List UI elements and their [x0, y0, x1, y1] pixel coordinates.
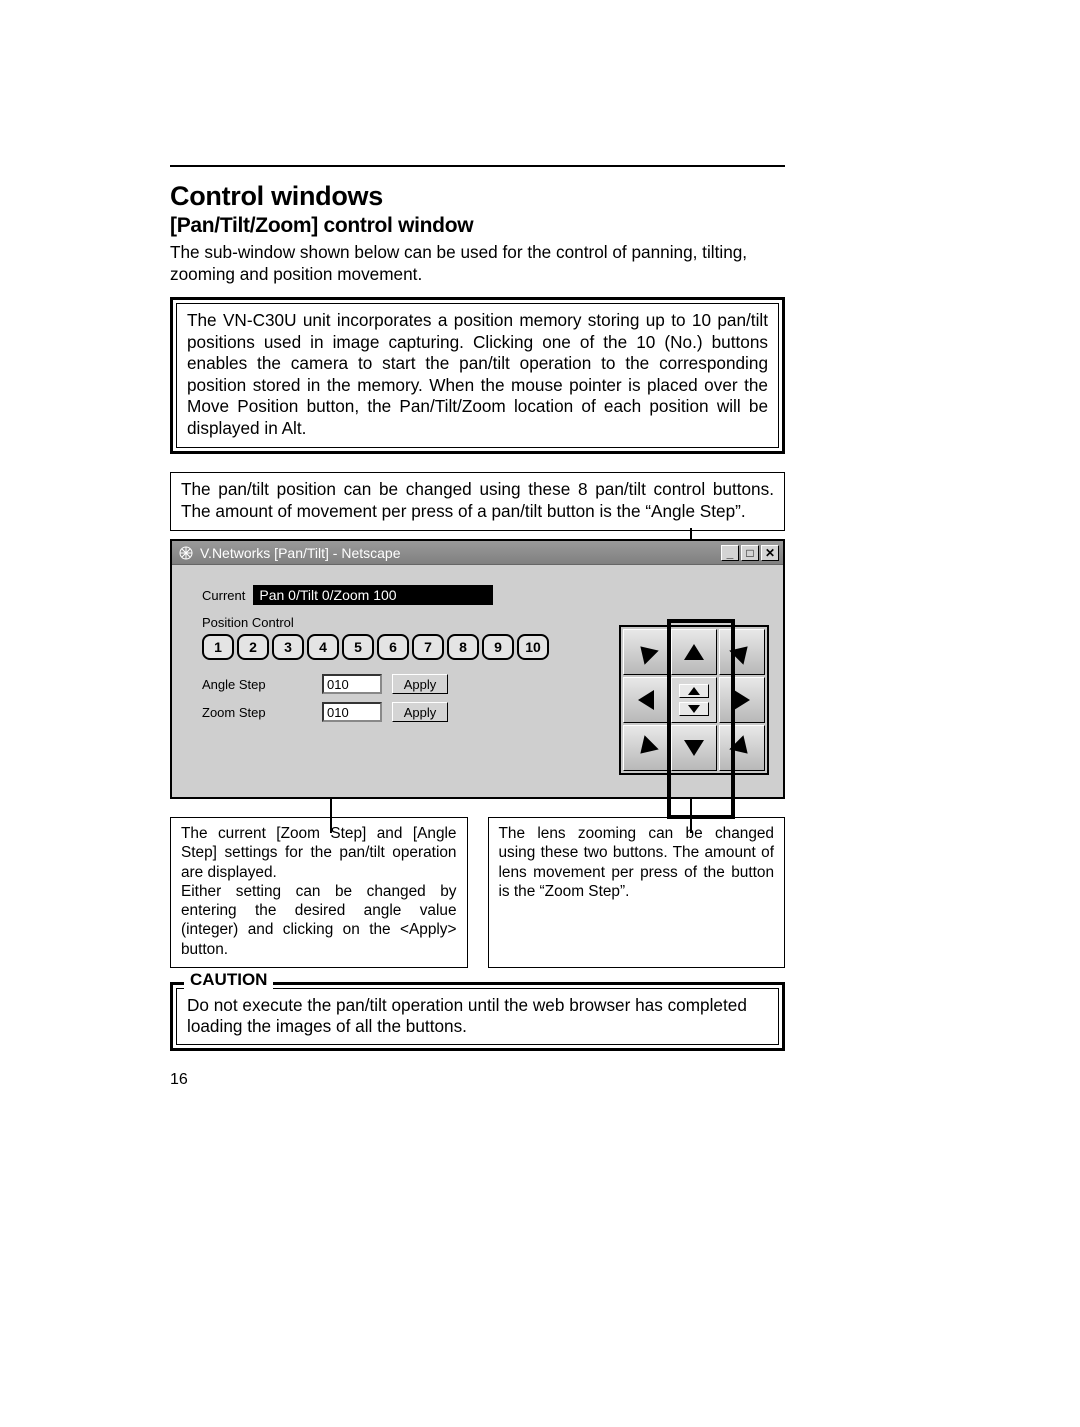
callout-zoom-buttons: The lens zooming can be changed using th… [488, 817, 786, 968]
heading-control-windows: Control windows [170, 181, 785, 212]
callout-step-text: The current [Zoom Step] and [Angle Step]… [181, 824, 457, 959]
zoom-out-button[interactable] [679, 702, 709, 716]
angle-step-apply-button[interactable]: Apply [392, 674, 448, 694]
page-number: 16 [170, 1071, 188, 1089]
memory-info-box: The VN-C30U unit incorporates a position… [170, 297, 785, 454]
preset-button-3[interactable]: 3 [272, 634, 304, 660]
preset-button-9[interactable]: 9 [482, 634, 514, 660]
caution-label: CAUTION [184, 970, 273, 990]
callout-zoom-text: The lens zooming can be changed using th… [499, 824, 775, 901]
pan-up-left-button[interactable] [623, 629, 669, 675]
callout-pantilt-text: The pan/tilt position can be changed usi… [181, 479, 774, 522]
preset-button-2[interactable]: 2 [237, 634, 269, 660]
preset-button-8[interactable]: 8 [447, 634, 479, 660]
pan-down-right-button[interactable] [719, 725, 765, 771]
window-maximize-button[interactable]: □ [741, 545, 759, 561]
window-title: V.Networks [Pan/Tilt] - Netscape [200, 545, 400, 561]
zoom-step-label: Zoom Step [202, 705, 312, 720]
intro-paragraph: The sub-window shown below can be used f… [170, 242, 785, 285]
pan-up-button[interactable] [671, 629, 717, 675]
window-titlebar[interactable]: V.Networks [Pan/Tilt] - Netscape _ □ ✕ [172, 541, 783, 565]
zoom-in-button[interactable] [679, 684, 709, 698]
preset-button-7[interactable]: 7 [412, 634, 444, 660]
pantilt-pad [619, 625, 769, 775]
window-close-button[interactable]: ✕ [761, 545, 779, 561]
preset-button-5[interactable]: 5 [342, 634, 374, 660]
preset-button-4[interactable]: 4 [307, 634, 339, 660]
pan-right-button[interactable] [719, 677, 765, 723]
callout-step-settings: The current [Zoom Step] and [Angle Step]… [170, 817, 468, 968]
zoom-step-apply-button[interactable]: Apply [392, 702, 448, 722]
preset-button-6[interactable]: 6 [377, 634, 409, 660]
preset-button-1[interactable]: 1 [202, 634, 234, 660]
subheading-ptz: [Pan/Tilt/Zoom] control window [170, 214, 785, 238]
angle-step-input[interactable] [322, 674, 382, 694]
window-minimize-button[interactable]: _ [721, 545, 739, 561]
callout-pantilt-buttons: The pan/tilt position can be changed usi… [170, 472, 785, 531]
pan-up-right-button[interactable] [719, 629, 765, 675]
pan-down-button[interactable] [671, 725, 717, 771]
current-label: Current [202, 588, 245, 603]
angle-step-label: Angle Step [202, 677, 312, 692]
zoom-step-input[interactable] [322, 702, 382, 722]
app-icon [178, 545, 194, 561]
screenshot-window: V.Networks [Pan/Tilt] - Netscape _ □ ✕ C… [170, 539, 785, 799]
connector-line-right [690, 799, 692, 833]
caution-box: CAUTION Do not execute the pan/tilt oper… [170, 982, 785, 1051]
zoom-center-cell [671, 677, 717, 723]
manual-page: Control windows [Pan/Tilt/Zoom] control … [170, 165, 785, 1051]
caution-text: Do not execute the pan/tilt operation un… [187, 995, 768, 1038]
pan-left-button[interactable] [623, 677, 669, 723]
memory-info-text: The VN-C30U unit incorporates a position… [187, 310, 768, 439]
top-rule [170, 165, 785, 167]
current-value: Pan 0/Tilt 0/Zoom 100 [253, 585, 493, 605]
connector-line-left [330, 799, 332, 833]
preset-button-10[interactable]: 10 [517, 634, 549, 660]
pan-down-left-button[interactable] [623, 725, 669, 771]
